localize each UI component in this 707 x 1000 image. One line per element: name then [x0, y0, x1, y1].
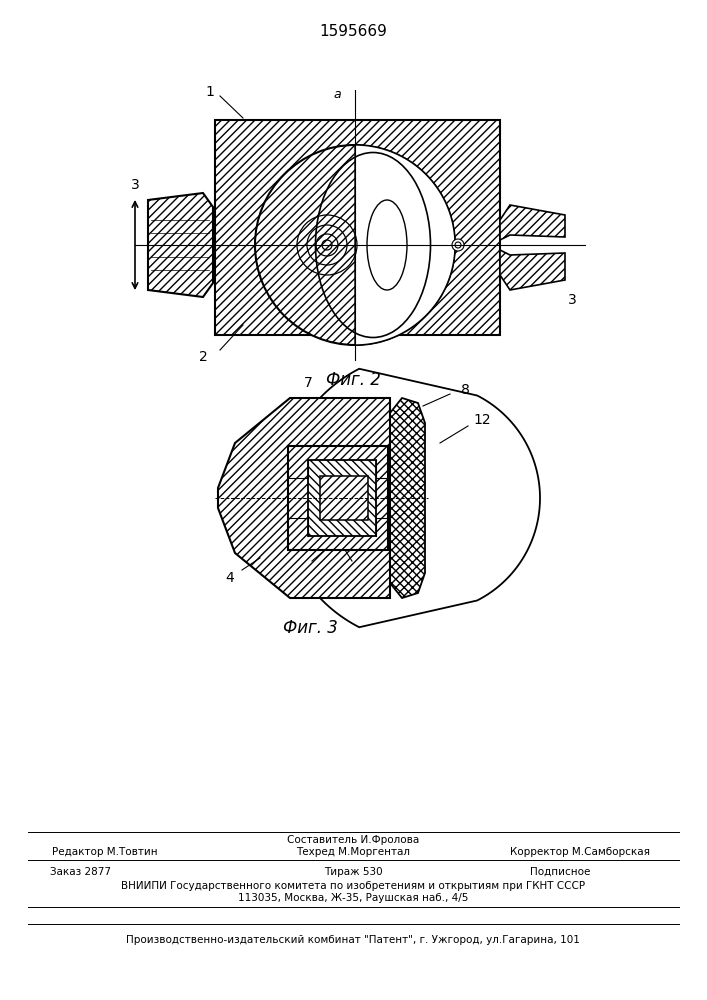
Text: Составитель И.Фролова: Составитель И.Фролова — [287, 835, 419, 845]
Text: 113035, Москва, Ж-35, Раушская наб., 4/5: 113035, Москва, Ж-35, Раушская наб., 4/5 — [238, 893, 468, 903]
Bar — [215, 120, 500, 335]
Text: 3: 3 — [568, 293, 576, 307]
Text: a: a — [333, 88, 341, 101]
Bar — [215, 120, 500, 335]
Text: Фиг. 2: Фиг. 2 — [325, 371, 380, 389]
Text: 8: 8 — [460, 383, 469, 397]
Text: Фиг. 3: Фиг. 3 — [283, 619, 337, 637]
Text: 5: 5 — [298, 561, 306, 575]
Polygon shape — [390, 398, 425, 598]
Text: 12: 12 — [473, 413, 491, 427]
Text: ВНИИПИ Государственного комитета по изобретениям и открытиям при ГКНТ СССР: ВНИИПИ Государственного комитета по изоб… — [121, 881, 585, 891]
Text: Тираж 530: Тираж 530 — [324, 867, 382, 877]
Text: Техред М.Моргентал: Техред М.Моргентал — [296, 847, 410, 857]
Text: Подписное: Подписное — [530, 867, 590, 877]
Polygon shape — [148, 193, 213, 297]
Text: Редактор М.Товтин: Редактор М.Товтин — [52, 847, 158, 857]
Text: 6: 6 — [354, 561, 363, 575]
Text: Заказ 2877: Заказ 2877 — [49, 867, 110, 877]
Bar — [308, 460, 376, 536]
Text: 4: 4 — [226, 571, 235, 585]
Text: Производственно-издательский комбинат "Патент", г. Ужгород, ул.Гагарина, 101: Производственно-издательский комбинат "П… — [126, 935, 580, 945]
Text: Корректор М.Самборская: Корректор М.Самборская — [510, 847, 650, 857]
Polygon shape — [355, 145, 455, 345]
Text: 1: 1 — [206, 85, 214, 99]
Text: 2: 2 — [199, 350, 207, 364]
Polygon shape — [280, 369, 540, 627]
Circle shape — [455, 242, 461, 248]
Circle shape — [255, 145, 455, 345]
Text: 1595669: 1595669 — [319, 24, 387, 39]
Bar — [320, 476, 368, 520]
Polygon shape — [500, 205, 565, 240]
Bar — [308, 460, 376, 536]
Text: 7: 7 — [303, 376, 312, 390]
Polygon shape — [500, 250, 565, 290]
Circle shape — [452, 239, 464, 251]
Bar — [288, 446, 388, 550]
Bar — [288, 446, 388, 550]
Bar — [320, 476, 368, 520]
Polygon shape — [218, 398, 390, 598]
Text: 3: 3 — [131, 178, 139, 192]
